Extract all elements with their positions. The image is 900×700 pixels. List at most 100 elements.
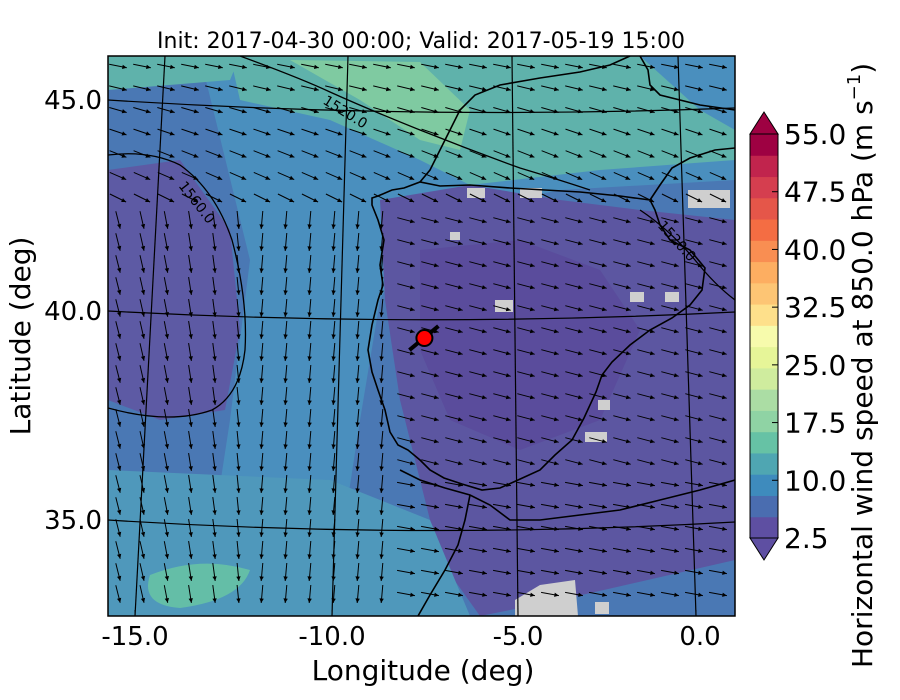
wind-arrow-head bbox=[212, 422, 217, 427]
wind-arrow-head bbox=[577, 373, 583, 378]
wind-arrow-head bbox=[164, 554, 169, 559]
wind-arrow-head bbox=[140, 443, 146, 449]
wind-arrow-head bbox=[217, 86, 223, 92]
wind-arrow-head bbox=[697, 219, 703, 224]
wind-arrow-head bbox=[698, 592, 703, 597]
wind-arrow-head bbox=[482, 548, 487, 553]
wind-arrow-head bbox=[697, 439, 703, 444]
wind-arrow-head bbox=[337, 86, 343, 92]
wind-arrow-head bbox=[188, 290, 193, 295]
colorbar-cell bbox=[750, 389, 778, 411]
wind-arrow-head bbox=[505, 439, 511, 444]
wind-arrow-head bbox=[625, 417, 631, 422]
wind-arrow-head bbox=[362, 64, 367, 69]
wind-arrow-head bbox=[481, 109, 487, 114]
wind-arrow-head bbox=[409, 285, 415, 290]
colorbar-cell bbox=[750, 474, 778, 496]
wind-arrow-head bbox=[457, 153, 463, 158]
wind-arrow-head bbox=[409, 219, 415, 224]
wind-arrow-head bbox=[409, 131, 415, 136]
wind-arrow-head bbox=[259, 224, 264, 229]
wind-arrow-head bbox=[265, 109, 271, 114]
y-axis: 45.0 40.0 35.0 Latitude (deg) bbox=[4, 86, 102, 536]
wind-arrow-head bbox=[313, 131, 319, 136]
wind-arrow-head bbox=[117, 465, 122, 471]
wind-arrow-head bbox=[188, 466, 193, 471]
wind-arrow-head bbox=[530, 592, 535, 597]
wind-arrow-head bbox=[259, 400, 264, 405]
wind-arrow-head bbox=[188, 510, 193, 515]
wind-arrow-head bbox=[577, 263, 583, 268]
wind-arrow-head bbox=[121, 175, 127, 180]
wind-arrow-head bbox=[212, 510, 217, 515]
wind-arrow-head bbox=[553, 329, 559, 334]
wind-arrow-head bbox=[554, 482, 559, 487]
colorbar-extend-max bbox=[749, 111, 779, 135]
wind-arrow-head bbox=[289, 131, 295, 136]
wind-arrow-head bbox=[164, 224, 169, 229]
wind-arrow-head bbox=[361, 131, 367, 136]
wind-arrow-head bbox=[433, 373, 439, 378]
wind-arrow-head bbox=[506, 526, 511, 531]
wind-arrow-head bbox=[458, 504, 463, 509]
location-marker bbox=[408, 324, 440, 352]
y-axis-label: Latitude (deg) bbox=[4, 237, 37, 436]
wind-arrow-head bbox=[283, 444, 288, 449]
wind-arrow-head bbox=[721, 131, 727, 136]
wind-arrow-head bbox=[283, 422, 288, 427]
wind-arrow-head bbox=[266, 64, 271, 69]
wind-arrow-head bbox=[530, 526, 535, 531]
x-tick-label: 0.0 bbox=[679, 622, 720, 652]
wind-arrow-head bbox=[217, 131, 223, 136]
wind-arrow-head bbox=[577, 109, 583, 114]
x-axis-label: Longitude (deg) bbox=[312, 654, 535, 687]
wind-arrow-head bbox=[529, 417, 535, 422]
wind-arrow-head bbox=[331, 554, 336, 559]
x-axis: -15.0 -10.0 -5.0 0.0 Longitude (deg) bbox=[101, 610, 721, 687]
wind-arrow-head bbox=[117, 289, 122, 295]
wind-arrow-head bbox=[212, 312, 217, 317]
wind-arrow-head bbox=[722, 548, 727, 553]
wind-arrow-head bbox=[601, 285, 607, 290]
wind-arrow-head bbox=[577, 461, 583, 466]
wind-arrow-head bbox=[259, 510, 264, 515]
wind-arrow-head bbox=[283, 246, 288, 251]
wind-arrow-head bbox=[697, 395, 703, 400]
wind-arrow-head bbox=[355, 400, 360, 405]
colorbar-cell bbox=[750, 431, 778, 454]
wind-arrow-head bbox=[434, 592, 439, 597]
wind-arrow-head bbox=[188, 268, 193, 273]
wind-arrow-head bbox=[117, 245, 122, 251]
wind-arrow-head bbox=[721, 219, 727, 224]
wind-arrow-head bbox=[529, 153, 535, 158]
wind-arrow-head bbox=[673, 461, 679, 466]
wind-arrow-head bbox=[313, 198, 319, 202]
wind-arrow-head bbox=[410, 592, 415, 597]
wind-arrow-head bbox=[602, 570, 607, 575]
wind-arrow-head bbox=[578, 570, 583, 575]
wind-arrow-head bbox=[379, 334, 384, 339]
wind-arrow-head bbox=[140, 267, 146, 273]
wind-arrow-head bbox=[457, 241, 463, 246]
x-tick-label: -10.0 bbox=[298, 622, 365, 652]
wind-arrow-head bbox=[146, 64, 151, 69]
wind-arrow-head bbox=[697, 198, 703, 202]
wind-arrow-head bbox=[409, 417, 415, 422]
wind-arrow-head bbox=[649, 285, 655, 290]
wind-arrow-head bbox=[164, 334, 169, 339]
wind-arrow-head bbox=[697, 131, 703, 136]
wind-arrow-head bbox=[307, 290, 312, 295]
wind-arrow-head bbox=[458, 64, 463, 69]
wind-arrow-head bbox=[625, 307, 631, 312]
wind-arrow-head bbox=[602, 526, 607, 531]
wind-arrow-head bbox=[625, 109, 631, 114]
wind-arrow-head bbox=[553, 198, 559, 202]
wind-arrow-head bbox=[650, 504, 655, 509]
wind-arrow-head bbox=[212, 378, 217, 383]
wind-arrow-head bbox=[601, 373, 607, 378]
wind-arrow-head bbox=[434, 570, 439, 575]
colorbar-cell bbox=[750, 452, 778, 475]
wind-arrow-head bbox=[283, 378, 288, 383]
wind-arrow-head bbox=[649, 373, 655, 378]
wind-arrow-head bbox=[337, 175, 343, 180]
